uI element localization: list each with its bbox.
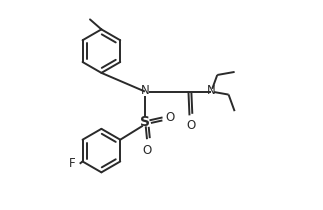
Text: N: N: [207, 84, 216, 97]
Text: S: S: [140, 115, 150, 129]
Text: N: N: [141, 84, 149, 97]
Text: O: O: [142, 144, 151, 157]
Text: O: O: [166, 111, 175, 124]
Text: O: O: [186, 119, 195, 132]
Text: F: F: [69, 157, 75, 170]
